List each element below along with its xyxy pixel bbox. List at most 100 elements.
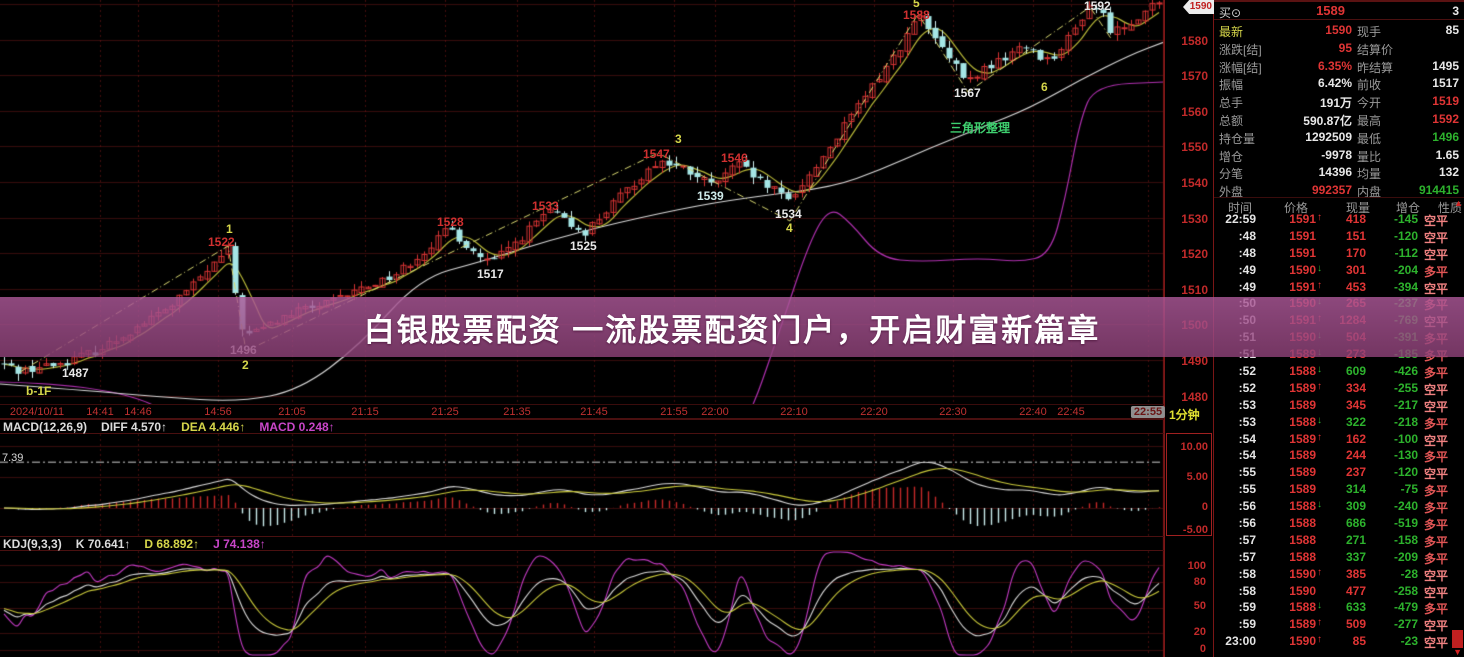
up-arrow-icon: ↑ <box>1317 634 1322 646</box>
down-arrow-icon: ↓ <box>1317 414 1322 426</box>
time-axis-tick: 14:56 <box>204 406 232 418</box>
macd-scale-label: 0 <box>1201 501 1208 513</box>
indicator-value-label: K 70.641↑ <box>75 537 131 551</box>
quote-value: 1517 <box>1432 76 1459 91</box>
tick-table-row[interactable]: :56 1588 686 -519 多平 <box>1214 515 1464 532</box>
tick-table-row[interactable]: :59 1589 ↑ 509 -277 空平 <box>1214 616 1464 633</box>
tick-time: 23:00 <box>1225 634 1256 649</box>
tick-table-row[interactable]: :57 1588 271 -158 多平 <box>1214 532 1464 549</box>
quote-row: 振幅 6.42% 前收 1517 <box>1214 74 1464 92</box>
indicator-value-label: J 74.138↑ <box>213 537 266 551</box>
tick-time: :52 <box>1238 380 1256 395</box>
quote-row: 涨幅[结] 6.35% 昨结算 1495 <box>1214 57 1464 75</box>
tick-table-row[interactable]: :54 1589 ↑ 162 -100 空平 <box>1214 431 1464 448</box>
macd-indicator-row[interactable]: MACD(12,26,9) DIFF 4.570↑ DEA 4.446↑ MACD 0… <box>3 420 1163 434</box>
time-axis-tick: 22:40 <box>1019 406 1047 418</box>
scroll-up-icon[interactable]: ▲ <box>1454 198 1463 208</box>
tick-delta: -28 <box>1400 566 1418 581</box>
tick-table-row[interactable]: :49 1590 ↓ 301 -204 多平 <box>1214 262 1464 279</box>
tick-table-row[interactable]: :57 1588 337 -209 多平 <box>1214 549 1464 566</box>
tick-table-row[interactable]: :53 1589 345 -217 空平 <box>1214 397 1464 414</box>
quote-value: 1.65 <box>1435 147 1459 162</box>
scrollbar-thumb[interactable] <box>1452 630 1463 648</box>
quote-row: 总额 590.87亿 最高 1592 <box>1214 110 1464 128</box>
tick-nature: 空平 <box>1424 433 1449 448</box>
kdj-indicator-row[interactable]: KDJ(9,3,3) K 70.641↑ D 68.892↑ J 74.138↑ <box>3 537 1163 551</box>
quote-label: 总手 <box>1219 96 1244 111</box>
tick-price: 1590 <box>1289 566 1316 581</box>
tick-delta: -240 <box>1393 499 1418 514</box>
tick-delta: -277 <box>1393 617 1418 632</box>
tick-table-row[interactable]: :56 1588 ↓ 309 -240 多平 <box>1214 498 1464 515</box>
tick-price: 1591 <box>1289 228 1316 243</box>
quote-label: 现手 <box>1357 25 1382 39</box>
tick-table-row[interactable]: :54 1589 244 -130 多平 <box>1214 447 1464 464</box>
tick-table[interactable]: 22:59 1591 ↑ 418 -145 空平:48 1591 151 -120 空平:48 15… <box>1214 211 1464 650</box>
tick-price: 1591 <box>1289 212 1316 226</box>
last-price-marker: 1590 <box>1183 0 1214 14</box>
tick-table-row[interactable]: :55 1589 314 -75 多平 <box>1214 481 1464 498</box>
period-selector[interactable]: 1分钟 <box>1169 408 1200 422</box>
tick-table-row[interactable]: 22:59 1591 ↑ 418 -145 空平 <box>1214 211 1464 228</box>
tick-table-row[interactable]: :53 1588 ↓ 322 -218 多平 <box>1214 414 1464 431</box>
quote-label: 外盘 <box>1219 185 1244 200</box>
tick-time: :55 <box>1238 465 1256 480</box>
tick-time: :57 <box>1238 532 1256 547</box>
tick-volume: 237 <box>1345 465 1366 480</box>
quote-value: 992357 <box>1311 183 1352 198</box>
price-axis-label: 1580 <box>1181 33 1208 48</box>
time-axis-tick: 22:00 <box>701 406 729 418</box>
tick-table-row[interactable]: :59 1588 ↓ 633 -479 多平 <box>1214 599 1464 616</box>
tick-nature: 空平 <box>1424 247 1449 262</box>
indicator-value-label: DIFF 4.570↑ <box>101 420 168 434</box>
tick-table-row[interactable]: :58 1590 ↑ 385 -28 空平 <box>1214 566 1464 583</box>
quote-label: 量比 <box>1357 149 1382 164</box>
time-axis-tick: 14:46 <box>124 406 152 418</box>
chart-annotation: 1534 <box>775 207 802 221</box>
tick-table-row[interactable]: :48 1591 170 -112 空平 <box>1214 245 1464 262</box>
tick-nature: 空平 <box>1424 585 1449 600</box>
tick-table-row[interactable]: 23:00 1590 ↑ 85 -23 空平 <box>1214 633 1464 650</box>
quote-row: 增仓 -9978 量比 1.65 <box>1214 146 1464 164</box>
tick-price: 1591 <box>1289 245 1316 260</box>
chart-annotation: 1533 <box>532 199 559 213</box>
tick-table-row[interactable]: :58 1590 477 -258 空平 <box>1214 583 1464 600</box>
tick-time: :57 <box>1238 549 1256 564</box>
tick-table-row[interactable]: :52 1588 ↓ 609 -426 多平 <box>1214 363 1464 380</box>
up-arrow-icon: ↑ <box>1317 431 1322 443</box>
chart-annotation: 2 <box>242 358 249 372</box>
tick-time: :59 <box>1238 600 1256 615</box>
tick-delta: -255 <box>1393 380 1418 395</box>
scroll-down-icon[interactable]: ▼ <box>1453 647 1462 657</box>
tick-delta: -100 <box>1393 431 1418 446</box>
quote-value: 1519 <box>1432 94 1459 109</box>
indicator-value-label: MACD(12,26,9) <box>3 420 88 434</box>
tick-table-row[interactable]: :52 1589 ↑ 334 -255 空平 <box>1214 380 1464 397</box>
quote-value: 1592 <box>1432 112 1459 126</box>
chart-annotation: 三角形整理 <box>950 121 1011 135</box>
tick-volume: 509 <box>1345 617 1366 632</box>
buy-quote-row[interactable]: 买⊙ 1589 3 <box>1214 2 1464 20</box>
macd-scale-label: 10.00 <box>1180 441 1208 453</box>
tick-price: 1590 <box>1289 634 1316 649</box>
tick-delta: -130 <box>1393 448 1418 463</box>
tick-table-row[interactable]: :48 1591 151 -120 空平 <box>1214 228 1464 245</box>
promo-banner[interactable]: 白银股票配资 一流股票配资门户，开启财富新篇章 <box>0 297 1464 357</box>
tick-table-row[interactable]: :55 1589 237 -120 空平 <box>1214 464 1464 481</box>
quote-value: 85 <box>1445 23 1459 37</box>
time-axis-tick: 2024/10/11 <box>9 406 65 418</box>
up-arrow-icon: ↑ <box>1317 212 1322 223</box>
tick-volume: 345 <box>1345 397 1366 412</box>
tick-time: :54 <box>1238 431 1256 446</box>
tick-table-row[interactable]: :49 1591 ↑ 453 -394 空平 <box>1214 279 1464 296</box>
tick-col-header: 价格 <box>1284 201 1309 215</box>
tick-col-header: 增仓 <box>1396 201 1421 215</box>
tick-nature: 多平 <box>1424 501 1449 516</box>
tick-time: :53 <box>1238 414 1256 429</box>
price-axis-label: 1490 <box>1181 354 1208 368</box>
tick-nature: 多平 <box>1424 551 1449 566</box>
quote-label: 昨结算 <box>1357 60 1394 75</box>
tick-time: :52 <box>1238 364 1256 379</box>
time-axis-tick: 22:45 <box>1057 406 1085 418</box>
